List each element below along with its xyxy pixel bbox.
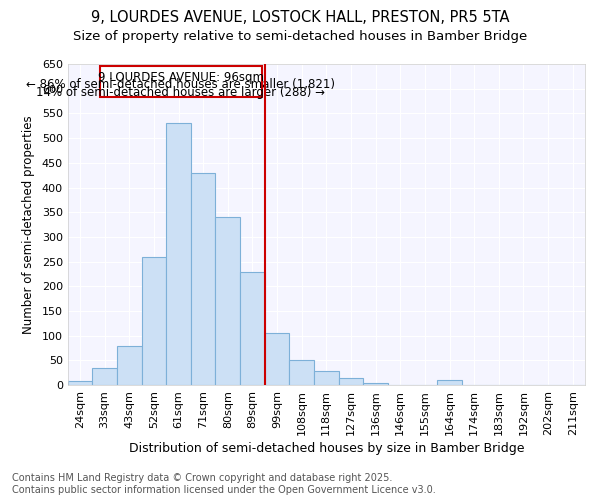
Bar — [437, 380, 462, 385]
Bar — [166, 124, 191, 385]
Y-axis label: Number of semi-detached properties: Number of semi-detached properties — [22, 116, 35, 334]
Bar — [117, 346, 142, 385]
Bar — [191, 172, 215, 385]
Text: Size of property relative to semi-detached houses in Bamber Bridge: Size of property relative to semi-detach… — [73, 30, 527, 43]
Bar — [142, 256, 166, 385]
Text: Contains HM Land Registry data © Crown copyright and database right 2025.
Contai: Contains HM Land Registry data © Crown c… — [12, 474, 436, 495]
Bar — [338, 378, 363, 385]
Bar — [314, 372, 338, 385]
Bar — [363, 382, 388, 385]
Text: 9 LOURDES AVENUE: 96sqm: 9 LOURDES AVENUE: 96sqm — [98, 71, 264, 84]
Bar — [265, 334, 289, 385]
Bar — [215, 217, 240, 385]
Text: ← 86% of semi-detached houses are smaller (1,821): ← 86% of semi-detached houses are smalle… — [26, 78, 335, 92]
Text: 14% of semi-detached houses are larger (288) →: 14% of semi-detached houses are larger (… — [37, 86, 325, 98]
Bar — [68, 381, 92, 385]
Bar — [289, 360, 314, 385]
Bar — [240, 272, 265, 385]
FancyBboxPatch shape — [100, 66, 262, 97]
Text: 9, LOURDES AVENUE, LOSTOCK HALL, PRESTON, PR5 5TA: 9, LOURDES AVENUE, LOSTOCK HALL, PRESTON… — [91, 10, 509, 25]
Bar — [92, 368, 117, 385]
X-axis label: Distribution of semi-detached houses by size in Bamber Bridge: Distribution of semi-detached houses by … — [128, 442, 524, 455]
